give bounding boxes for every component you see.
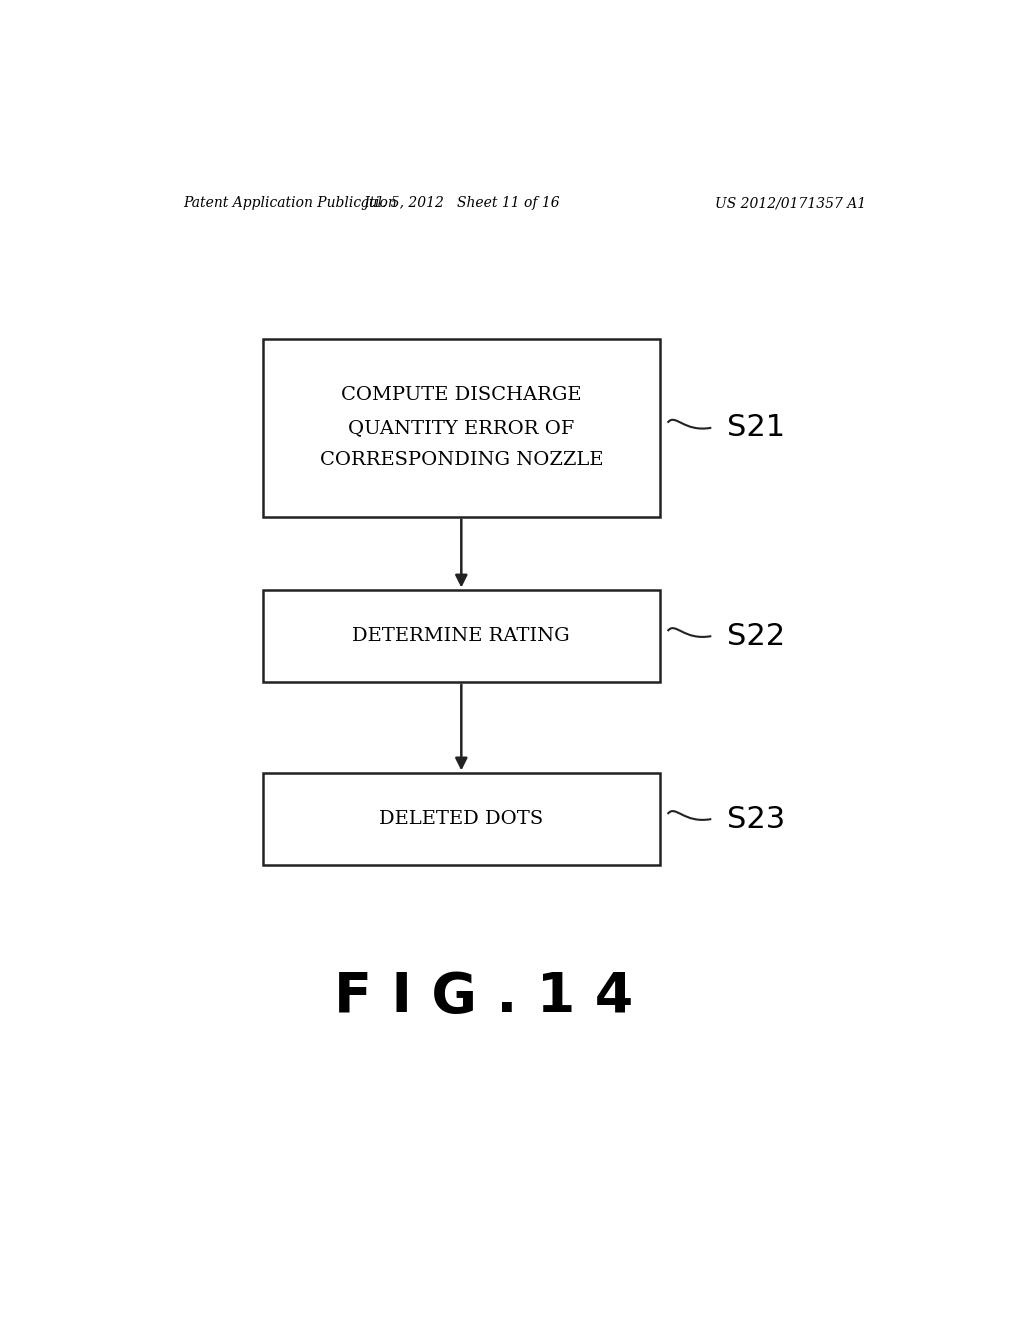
Text: Patent Application Publication: Patent Application Publication <box>183 195 397 210</box>
Text: Jul. 5, 2012   Sheet 11 of 16: Jul. 5, 2012 Sheet 11 of 16 <box>362 195 560 210</box>
Text: S21: S21 <box>727 413 785 442</box>
Text: F I G . 1 4: F I G . 1 4 <box>334 970 634 1024</box>
Bar <box>263 339 659 516</box>
Text: COMPUTE DISCHARGE: COMPUTE DISCHARGE <box>341 387 582 404</box>
Text: QUANTITY ERROR OF: QUANTITY ERROR OF <box>348 418 574 437</box>
Bar <box>263 590 659 682</box>
Text: US 2012/0171357 A1: US 2012/0171357 A1 <box>715 195 866 210</box>
Text: DETERMINE RATING: DETERMINE RATING <box>352 627 570 645</box>
Bar <box>263 774 659 865</box>
Text: CORRESPONDING NOZZLE: CORRESPONDING NOZZLE <box>319 451 603 470</box>
Text: DELETED DOTS: DELETED DOTS <box>379 810 544 828</box>
Text: S22: S22 <box>727 622 785 651</box>
Text: S23: S23 <box>727 805 785 833</box>
